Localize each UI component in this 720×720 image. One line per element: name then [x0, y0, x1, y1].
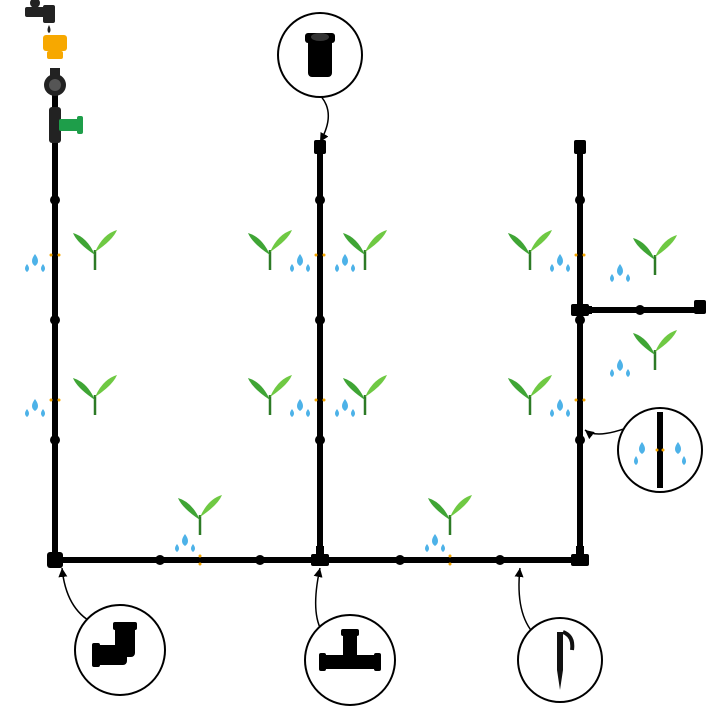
drip-hole: [50, 399, 53, 402]
plant-icon: [508, 230, 552, 270]
drip-hole: [575, 254, 578, 257]
tee-joint: [580, 306, 592, 314]
coupling: [155, 555, 165, 565]
water-drop-icon: [290, 399, 310, 417]
drip-hole: [315, 399, 318, 402]
plant-icon: [178, 495, 222, 535]
coupling: [315, 315, 325, 325]
plant-icon: [508, 375, 552, 415]
plant-icon: [428, 495, 472, 535]
plant-icon: [343, 230, 387, 270]
drip-hole: [50, 254, 53, 257]
water-drop-icon: [335, 399, 355, 417]
plant-icon: [633, 330, 677, 370]
coupling: [315, 195, 325, 205]
coupling: [315, 435, 325, 445]
plant-icon: [343, 375, 387, 415]
water-drop-icon: [610, 264, 630, 282]
coupling: [495, 555, 505, 565]
water-drop-icon: [550, 254, 570, 272]
drip-hole: [583, 399, 586, 402]
water-drop-icon: [425, 534, 445, 552]
callout-arrow: [519, 568, 535, 635]
water-drop-icon: [290, 254, 310, 272]
plant-icon: [248, 230, 292, 270]
water-drop-icon: [550, 399, 570, 417]
elbow-joint: [47, 552, 63, 568]
coupling: [50, 435, 60, 445]
coupling: [575, 315, 585, 325]
drip-hole: [575, 399, 578, 402]
plant-icon: [73, 230, 117, 270]
plant-icon: [73, 375, 117, 415]
water-drop-icon: [25, 254, 45, 272]
drip-hole: [199, 563, 202, 566]
callout-arrow: [316, 568, 323, 633]
end-cap: [574, 140, 586, 154]
valve-icon: [49, 107, 83, 143]
end-cap: [314, 140, 326, 154]
end-cap: [694, 300, 706, 314]
coupling: [635, 305, 645, 315]
callout-arrow: [62, 568, 93, 623]
drip-hole: [199, 555, 202, 558]
drip-hole: [323, 254, 326, 257]
coupling: [395, 555, 405, 565]
water-drop-icon: [610, 359, 630, 377]
coupling: [575, 195, 585, 205]
drip-hole: [583, 254, 586, 257]
water-drop-icon: [25, 399, 45, 417]
drip-hole: [58, 399, 61, 402]
coupling: [50, 315, 60, 325]
timer-icon: [44, 68, 66, 96]
tee-joint: [576, 546, 584, 560]
drip-hole: [315, 254, 318, 257]
drip-hole: [323, 399, 326, 402]
plant-icon: [633, 235, 677, 275]
irrigation-diagram: [0, 0, 720, 720]
coupling: [575, 435, 585, 445]
coupling: [255, 555, 265, 565]
plant-icon: [248, 375, 292, 415]
tee-joint: [316, 546, 324, 560]
tap-icon: [25, 0, 67, 59]
drip-hole: [58, 254, 61, 257]
callout-end_cap-icon: [305, 33, 335, 77]
drip-hole: [449, 563, 452, 566]
coupling: [50, 195, 60, 205]
water-drop-icon: [335, 254, 355, 272]
drip-hole: [449, 555, 452, 558]
water-drop-icon: [175, 534, 195, 552]
